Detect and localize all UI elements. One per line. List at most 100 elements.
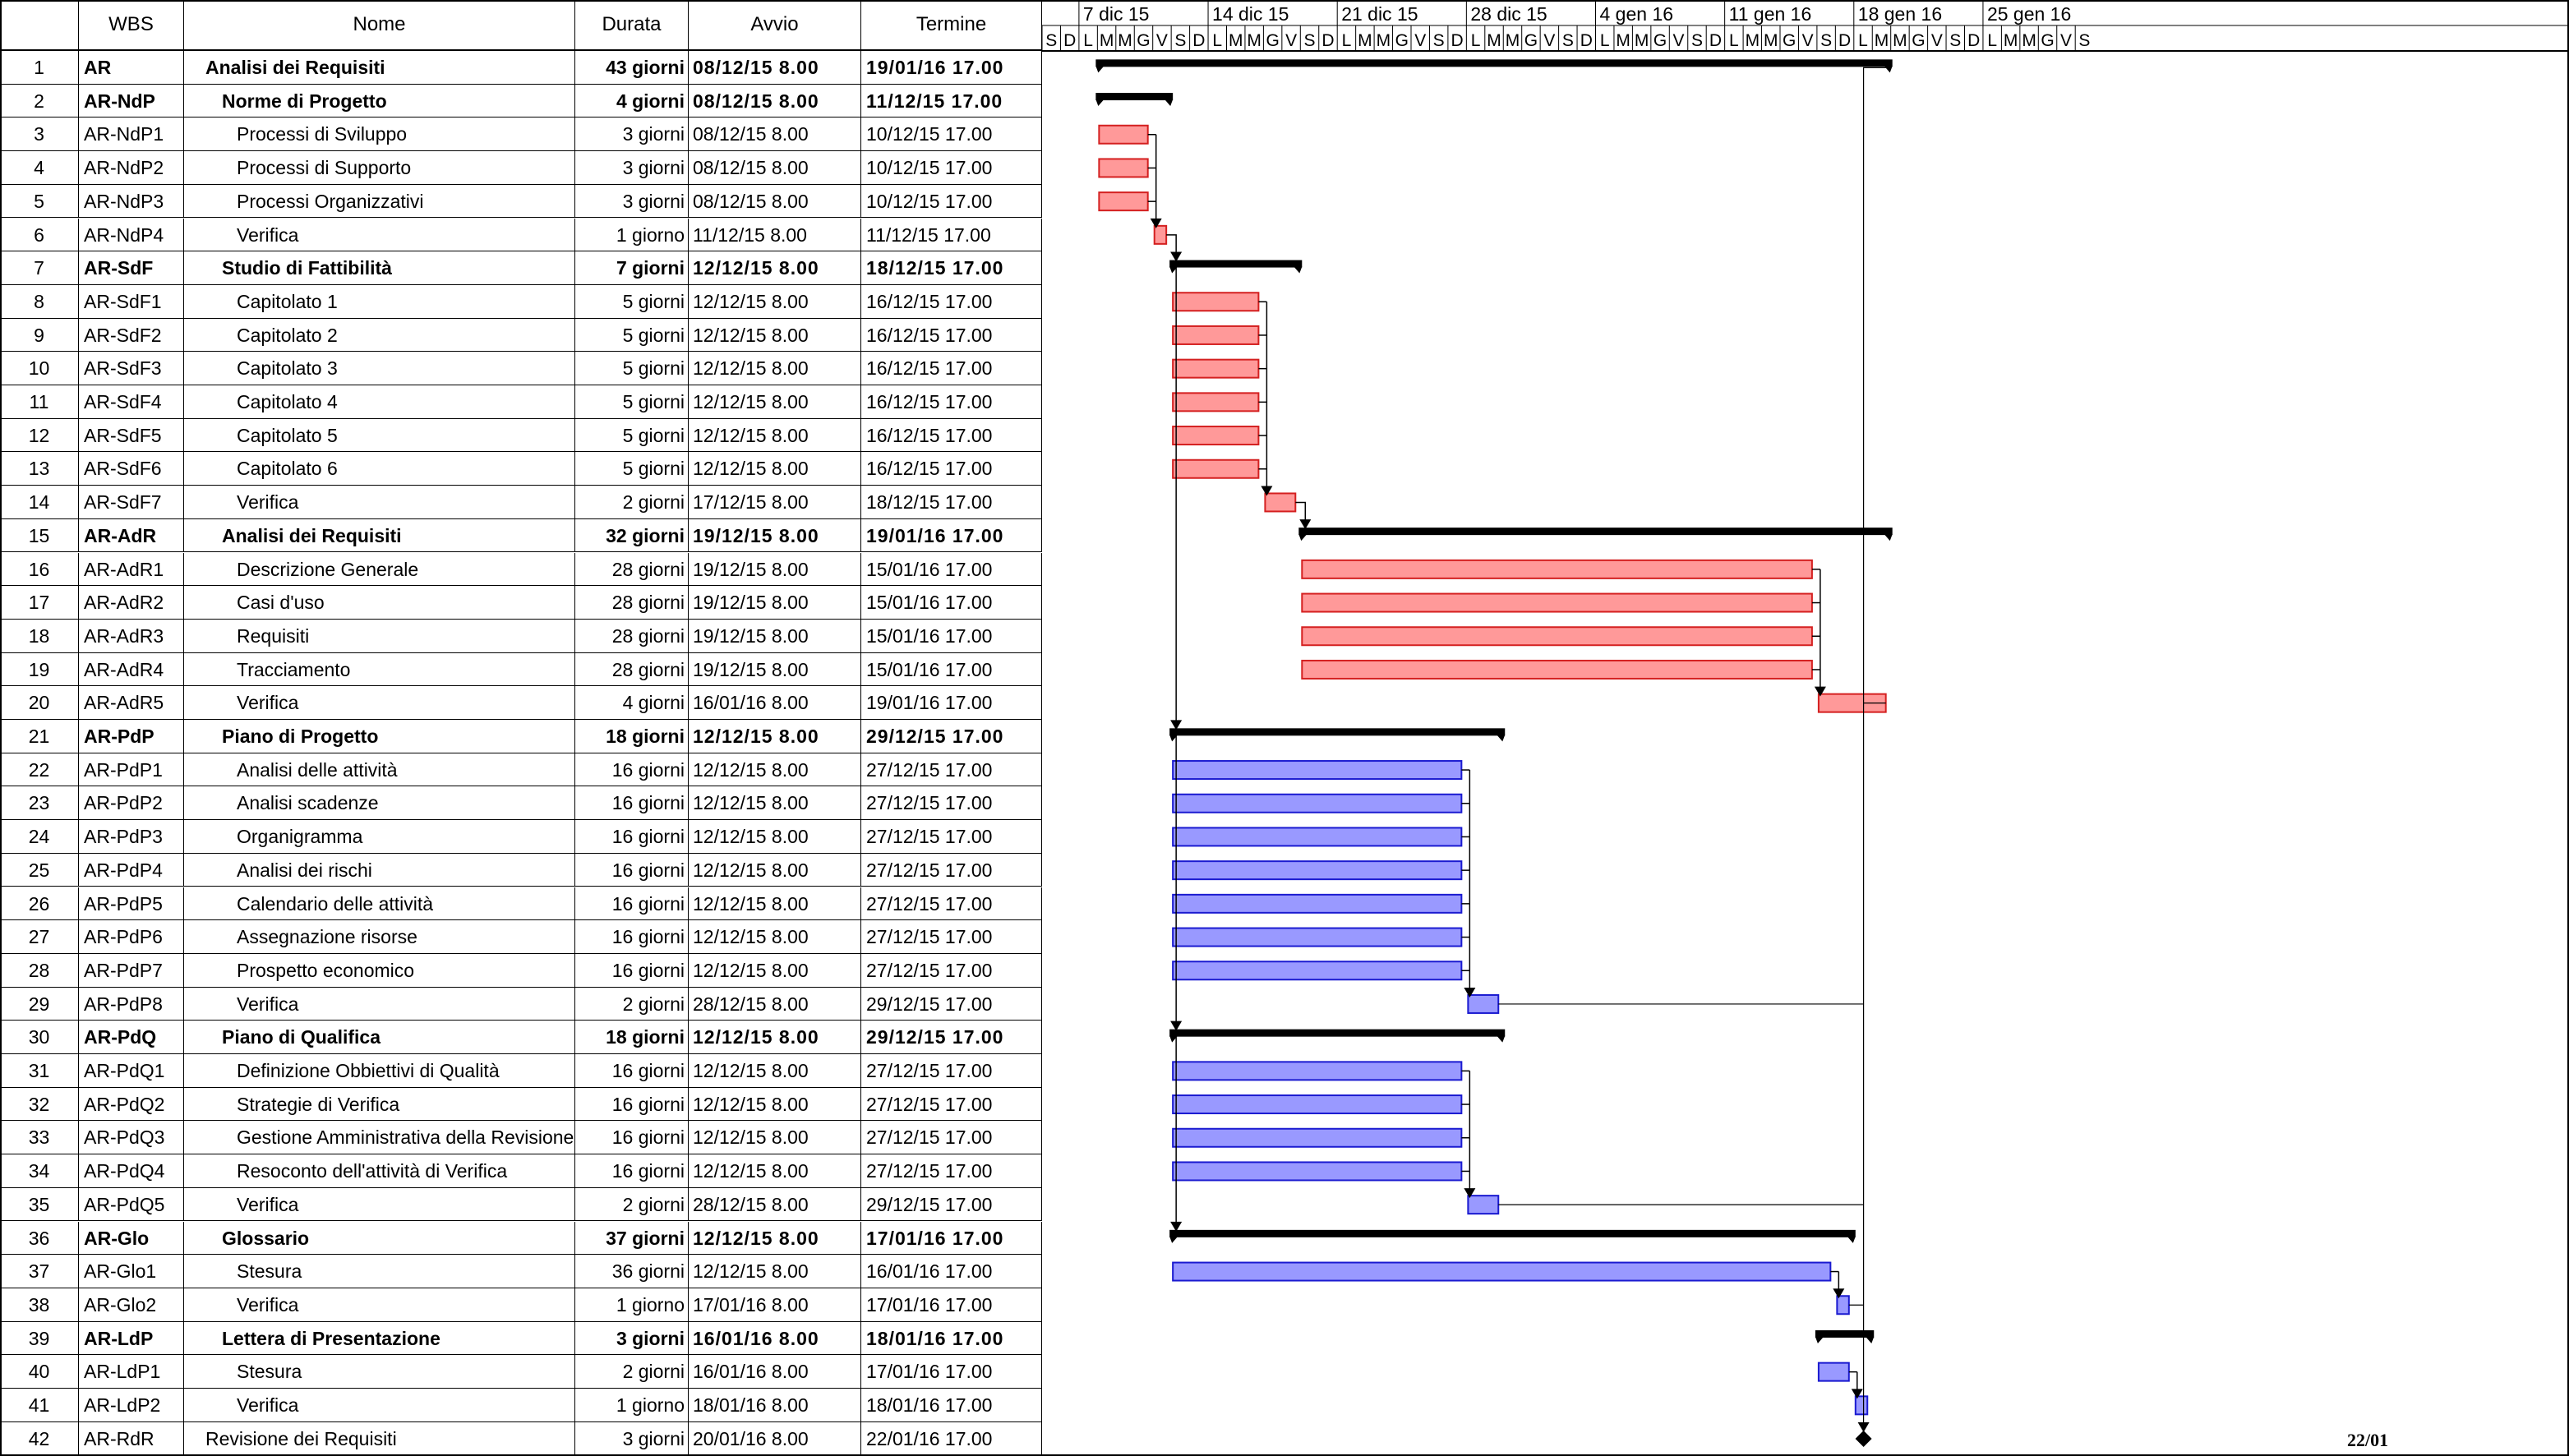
- row-number-cell[interactable]: 23: [0, 786, 79, 820]
- end-cell[interactable]: 27/12/15 17.00: [861, 1054, 1042, 1087]
- row-number-cell[interactable]: 5: [0, 184, 79, 218]
- wbs-cell[interactable]: AR-NdP1: [79, 117, 184, 151]
- end-cell[interactable]: 18/01/16 17.00: [861, 1321, 1042, 1355]
- start-cell[interactable]: 08/12/15 8.00: [689, 184, 861, 218]
- row-number-cell[interactable]: 36: [0, 1221, 79, 1255]
- task-name-cell[interactable]: Verifica: [184, 1187, 575, 1221]
- task-name-cell[interactable]: Analisi scadenze: [184, 786, 575, 820]
- row-number-cell[interactable]: 3: [0, 117, 79, 151]
- table-row[interactable]: 14 AR-SdF7 Verifica 2 giorni 17/12/15 8.00 18…: [0, 486, 1042, 519]
- duration-cell[interactable]: 16 giorni: [575, 820, 689, 853]
- table-row[interactable]: 16 AR-AdR1 Descrizione Generale 28 giorni 19…: [0, 552, 1042, 587]
- row-number-cell[interactable]: 40: [0, 1355, 79, 1388]
- duration-cell[interactable]: 3 giorni: [575, 184, 689, 218]
- end-cell[interactable]: 17/01/16 17.00: [861, 1221, 1042, 1255]
- duration-cell[interactable]: 16 giorni: [575, 1121, 689, 1154]
- start-cell[interactable]: 12/12/15 8.00: [689, 753, 861, 786]
- duration-cell[interactable]: 7 giorni: [575, 251, 689, 284]
- wbs-cell[interactable]: AR-PdP2: [79, 786, 184, 820]
- row-number-cell[interactable]: 1: [0, 51, 79, 84]
- row-number-cell[interactable]: 8: [0, 284, 79, 318]
- table-row[interactable]: 21 AR-PdP Piano di Progetto 18 giorni 12/12/…: [0, 720, 1042, 753]
- task-name-cell[interactable]: Calendario delle attività: [184, 887, 575, 920]
- table-row[interactable]: 41 AR-LdP2 Verifica 1 giorno 18/01/16 8.00 18…: [0, 1389, 1042, 1422]
- table-row[interactable]: 5 AR-NdP3 Processi Organizzativi 3 giorni 08…: [0, 184, 1042, 219]
- row-number-cell[interactable]: 13: [0, 452, 79, 486]
- row-number-cell[interactable]: 38: [0, 1288, 79, 1321]
- duration-cell[interactable]: 1 giorno: [575, 218, 689, 251]
- row-number-cell[interactable]: 21: [0, 720, 79, 753]
- end-cell[interactable]: 16/12/15 17.00: [861, 318, 1042, 352]
- end-cell[interactable]: 27/12/15 17.00: [861, 953, 1042, 987]
- wbs-cell[interactable]: AR-SdF3: [79, 352, 184, 385]
- row-number-cell[interactable]: 10: [0, 352, 79, 385]
- duration-cell[interactable]: 5 giorni: [575, 284, 689, 318]
- table-row[interactable]: 32 AR-PdQ2 Strategie di Verifica 16 giorni 1…: [0, 1087, 1042, 1122]
- wbs-cell[interactable]: AR-AdR: [79, 518, 184, 552]
- start-cell[interactable]: 12/12/15 8.00: [689, 786, 861, 820]
- row-number-cell[interactable]: 41: [0, 1389, 79, 1421]
- row-number-cell[interactable]: 9: [0, 318, 79, 352]
- wbs-cell[interactable]: AR-NdP2: [79, 151, 184, 184]
- wbs-cell[interactable]: AR-SdF4: [79, 385, 184, 418]
- end-cell[interactable]: 15/01/16 17.00: [861, 652, 1042, 686]
- end-cell[interactable]: 16/01/16 17.00: [861, 1255, 1042, 1288]
- table-row[interactable]: 22 AR-PdP1 Analisi delle attività 16 giorni…: [0, 753, 1042, 787]
- row-number-cell[interactable]: 26: [0, 887, 79, 920]
- duration-cell[interactable]: 3 giorni: [575, 1321, 689, 1355]
- task-name-cell[interactable]: Verifica: [184, 987, 575, 1021]
- table-row[interactable]: 36 AR-Glo Glossario 37 giorni 12/12/15 8.00 1…: [0, 1221, 1042, 1256]
- row-number-cell[interactable]: 22: [0, 753, 79, 786]
- end-cell[interactable]: 16/12/15 17.00: [861, 385, 1042, 418]
- start-cell[interactable]: 12/12/15 8.00: [689, 1255, 861, 1288]
- end-cell[interactable]: 16/12/15 17.00: [861, 418, 1042, 452]
- duration-cell[interactable]: 16 giorni: [575, 1054, 689, 1087]
- wbs-cell[interactable]: AR-PdP4: [79, 853, 184, 887]
- task-name-cell[interactable]: Piano di Progetto: [184, 720, 575, 753]
- end-cell[interactable]: 15/01/16 17.00: [861, 552, 1042, 586]
- duration-cell[interactable]: 3 giorni: [575, 117, 689, 151]
- table-row[interactable]: 4 AR-NdP2 Processi di Supporto 3 giorni 08/1…: [0, 151, 1042, 185]
- start-cell[interactable]: 17/01/16 8.00: [689, 1288, 861, 1321]
- table-row[interactable]: 23 AR-PdP2 Analisi scadenze 16 giorni 12/12/…: [0, 786, 1042, 821]
- start-cell[interactable]: 12/12/15 8.00: [689, 284, 861, 318]
- end-cell[interactable]: 29/12/15 17.00: [861, 987, 1042, 1021]
- task-name-cell[interactable]: Analisi dei Requisiti: [184, 51, 575, 84]
- duration-cell[interactable]: 5 giorni: [575, 352, 689, 385]
- wbs-cell[interactable]: AR-PdP3: [79, 820, 184, 853]
- table-row[interactable]: 28 AR-PdP7 Prospetto economico 16 giorni 12/…: [0, 953, 1042, 988]
- row-number-cell[interactable]: 2: [0, 84, 79, 117]
- duration-cell[interactable]: 32 giorni: [575, 518, 689, 552]
- end-cell[interactable]: 22/01/16 17.00: [861, 1421, 1042, 1455]
- wbs-cell[interactable]: AR-PdQ1: [79, 1054, 184, 1087]
- task-name-cell[interactable]: Analisi delle attività: [184, 753, 575, 786]
- start-cell[interactable]: 12/12/15 8.00: [689, 820, 861, 853]
- start-cell[interactable]: 12/12/15 8.00: [689, 887, 861, 920]
- end-cell[interactable]: 27/12/15 17.00: [861, 1154, 1042, 1187]
- end-cell[interactable]: 27/12/15 17.00: [861, 853, 1042, 887]
- duration-cell[interactable]: 5 giorni: [575, 452, 689, 486]
- start-cell[interactable]: 12/12/15 8.00: [689, 385, 861, 418]
- row-number-cell[interactable]: 30: [0, 1021, 79, 1053]
- task-name-cell[interactable]: Capitolato 1: [184, 284, 575, 318]
- duration-cell[interactable]: 16 giorni: [575, 753, 689, 786]
- task-name-cell[interactable]: Casi d'uso: [184, 586, 575, 619]
- start-cell[interactable]: 19/12/15 8.00: [689, 586, 861, 619]
- table-row[interactable]: 29 AR-PdP8 Verifica 2 giorni 28/12/15 8.00 29…: [0, 987, 1042, 1021]
- header-row-number[interactable]: [0, 0, 79, 51]
- table-row[interactable]: 18 AR-AdR3 Requisiti 28 giorni 19/12/15 8.00…: [0, 619, 1042, 653]
- row-number-cell[interactable]: 39: [0, 1321, 79, 1355]
- end-cell[interactable]: 10/12/15 17.00: [861, 184, 1042, 218]
- wbs-cell[interactable]: AR-NdP3: [79, 184, 184, 218]
- wbs-cell[interactable]: AR-PdQ: [79, 1021, 184, 1053]
- start-cell[interactable]: 17/12/15 8.00: [689, 486, 861, 518]
- row-number-cell[interactable]: 33: [0, 1121, 79, 1154]
- wbs-cell[interactable]: AR-Glo: [79, 1221, 184, 1255]
- row-number-cell[interactable]: 20: [0, 686, 79, 719]
- start-cell[interactable]: 08/12/15 8.00: [689, 151, 861, 184]
- task-name-cell[interactable]: Glossario: [184, 1221, 575, 1255]
- table-row[interactable]: 19 AR-AdR4 Tracciamento 28 giorni 19/12/15 8…: [0, 652, 1042, 687]
